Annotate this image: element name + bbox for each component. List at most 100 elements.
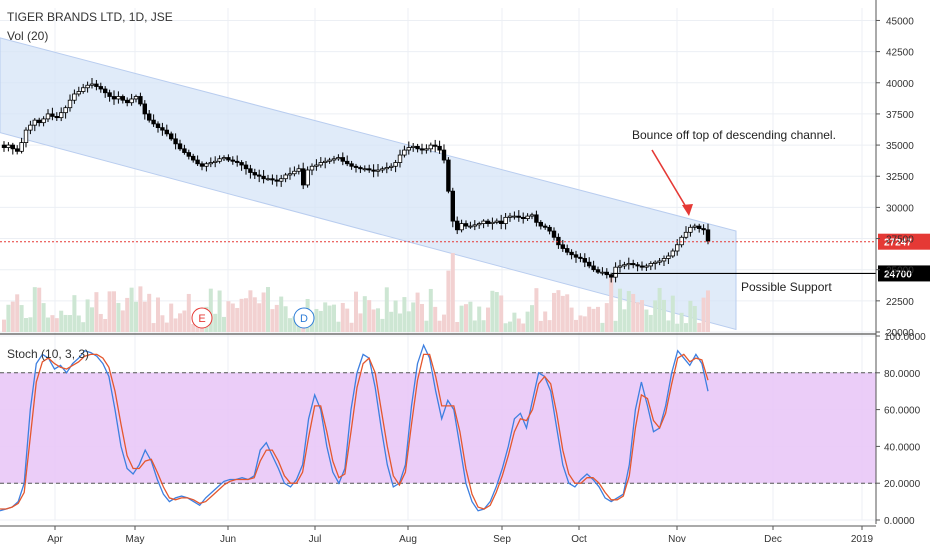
candle-body[interactable]: [565, 248, 570, 253]
candle-body[interactable]: [1, 144, 7, 148]
candle-body[interactable]: [278, 178, 284, 182]
candle-body[interactable]: [133, 96, 139, 100]
candle-body[interactable]: [481, 220, 486, 224]
candle-body[interactable]: [10, 144, 15, 150]
candle-body[interactable]: [397, 154, 403, 163]
candle-body[interactable]: [164, 129, 169, 135]
candle-body[interactable]: [344, 160, 350, 165]
candle-body[interactable]: [173, 138, 178, 145]
candle-body[interactable]: [661, 258, 667, 262]
candle-body[interactable]: [529, 214, 535, 217]
candle-body[interactable]: [190, 155, 196, 161]
earnings-marker[interactable]: E: [191, 307, 213, 329]
candle-body[interactable]: [186, 152, 191, 157]
candle-body[interactable]: [441, 149, 447, 161]
candle-body[interactable]: [366, 168, 372, 171]
candle-body[interactable]: [551, 230, 557, 238]
candle-body[interactable]: [543, 225, 548, 228]
candle-body[interactable]: [248, 168, 253, 173]
candle-body[interactable]: [331, 158, 337, 161]
candle-body[interactable]: [393, 162, 398, 167]
candle-body[interactable]: [98, 86, 103, 90]
candle-body[interactable]: [705, 229, 711, 242]
candle-body[interactable]: [103, 88, 108, 94]
candle-body[interactable]: [692, 225, 697, 228]
candle-body[interactable]: [14, 148, 20, 152]
candle-body[interactable]: [221, 157, 227, 160]
candle-body[interactable]: [454, 220, 460, 231]
candle-body[interactable]: [388, 165, 394, 168]
candle-body[interactable]: [604, 271, 609, 276]
candle-body[interactable]: [384, 167, 389, 170]
candle-body[interactable]: [503, 216, 508, 224]
candle-body[interactable]: [437, 145, 442, 151]
candle-body[interactable]: [468, 225, 473, 228]
candle-body[interactable]: [129, 98, 134, 104]
candle-body[interactable]: [578, 256, 583, 259]
candle-body[interactable]: [534, 214, 539, 223]
candle-body[interactable]: [494, 220, 499, 223]
candle-body[interactable]: [402, 149, 407, 156]
candle-body[interactable]: [6, 144, 11, 148]
candle-body[interactable]: [538, 221, 543, 227]
candle-body[interactable]: [287, 173, 293, 176]
candle-body[interactable]: [648, 263, 653, 267]
candle-body[interactable]: [697, 225, 702, 229]
candle-body[interactable]: [243, 164, 249, 170]
candle-body[interactable]: [155, 123, 161, 129]
candle-body[interactable]: [292, 170, 297, 175]
candle-body[interactable]: [322, 160, 328, 163]
candle-body[interactable]: [54, 116, 59, 119]
candle-body[interactable]: [283, 174, 288, 180]
candle-body[interactable]: [476, 223, 482, 226]
candle-body[interactable]: [463, 223, 469, 227]
candle-body[interactable]: [296, 168, 301, 172]
candle-body[interactable]: [261, 175, 266, 180]
candle-body[interactable]: [679, 236, 684, 246]
candle-body[interactable]: [380, 168, 385, 171]
candle-body[interactable]: [472, 224, 477, 227]
candle-body[interactable]: [573, 254, 579, 258]
candle-body[interactable]: [609, 274, 614, 278]
candle-body[interactable]: [23, 129, 29, 143]
candle-body[interactable]: [327, 159, 332, 162]
candle-body[interactable]: [419, 148, 425, 151]
candle-body[interactable]: [670, 250, 675, 257]
candle-body[interactable]: [146, 113, 152, 121]
candle-body[interactable]: [626, 263, 631, 266]
candle-body[interactable]: [107, 92, 112, 97]
candle-body[interactable]: [67, 99, 73, 109]
candle-body[interactable]: [28, 124, 33, 131]
candle-body[interactable]: [274, 179, 279, 182]
candle-body[interactable]: [600, 271, 605, 274]
candle-body[interactable]: [63, 107, 68, 114]
candle-body[interactable]: [120, 96, 125, 101]
candle-body[interactable]: [340, 157, 345, 162]
candle-body[interactable]: [50, 113, 55, 117]
candle-body[interactable]: [516, 215, 521, 218]
candle-body[interactable]: [635, 264, 640, 267]
candle-body[interactable]: [582, 258, 587, 263]
candle-body[interactable]: [657, 260, 662, 263]
candle-body[interactable]: [226, 157, 231, 161]
candle-body[interactable]: [432, 144, 438, 147]
candle-body[interactable]: [138, 96, 143, 105]
candle-body[interactable]: [485, 220, 491, 224]
candle-body[interactable]: [76, 91, 81, 95]
candle-body[interactable]: [587, 261, 592, 267]
candle-body[interactable]: [595, 269, 601, 273]
candle-body[interactable]: [424, 148, 429, 151]
candle-body[interactable]: [160, 127, 165, 131]
candle-body[interactable]: [410, 145, 416, 148]
candle-body[interactable]: [507, 215, 513, 218]
candle-body[interactable]: [41, 118, 46, 124]
candle-body[interactable]: [560, 244, 565, 249]
candle-body[interactable]: [446, 159, 451, 192]
candle-body[interactable]: [37, 119, 42, 124]
candle-body[interactable]: [406, 147, 411, 151]
candle-body[interactable]: [701, 228, 706, 231]
candle-body[interactable]: [199, 163, 205, 167]
candle-body[interactable]: [116, 96, 121, 100]
candle-body[interactable]: [85, 84, 90, 89]
